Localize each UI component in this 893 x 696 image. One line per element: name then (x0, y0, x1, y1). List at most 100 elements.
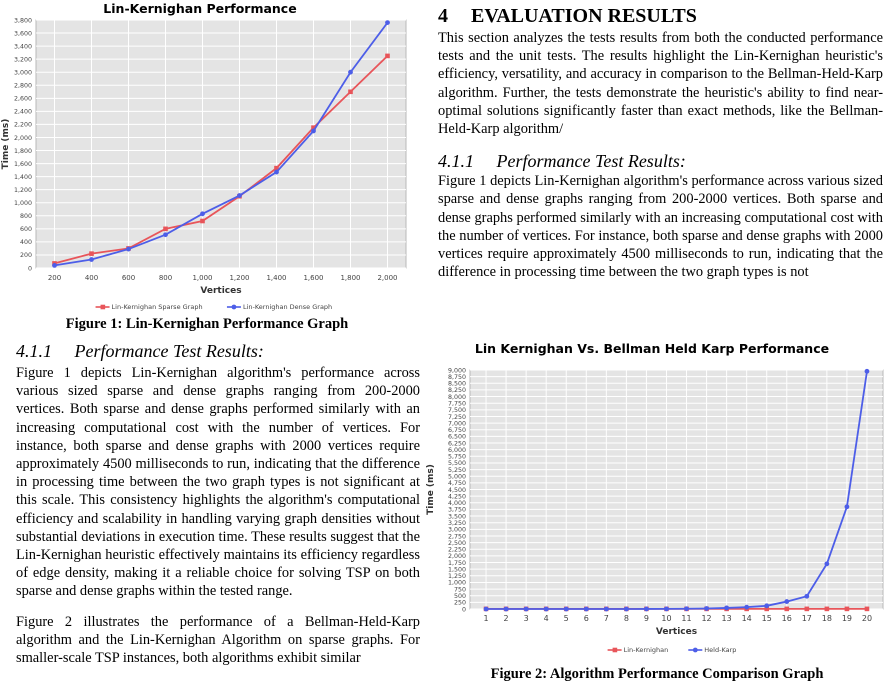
y-tick-label: 800 (20, 213, 32, 220)
data-point (200, 211, 205, 217)
y-tick-label: 7,250 (448, 414, 466, 421)
x-tick-label: 20 (862, 614, 872, 623)
y-tick-label: 5,000 (448, 474, 466, 481)
data-point (704, 606, 709, 611)
x-tick-label: 5 (564, 614, 569, 623)
legend-label: Lin-Kernighan Sparse Graph (112, 303, 203, 311)
y-tick-label: 2,250 (448, 547, 466, 554)
y-tick-label: 5,750 (448, 454, 466, 461)
paragraph-figure-2: Figure 2 illustrates the performance of … (16, 613, 420, 667)
performance-results-text: 4.1.1 Performance Test Results: Figure 1… (16, 340, 420, 696)
legend: Lin-Kernighan Held-Karp (607, 646, 736, 654)
section-number: 4 (438, 5, 448, 27)
y-tick-label: 600 (20, 226, 32, 233)
x-tick-label: 12 (701, 614, 711, 623)
data-point (274, 169, 279, 175)
figure-1-caption: Figure 1: Lin-Kernighan Performance Grap… (65, 316, 349, 332)
y-axis-label: Time (ms) (1, 119, 11, 170)
y-tick-label: 6,000 (448, 447, 466, 454)
x-tick-label: 14 (742, 614, 752, 623)
data-point (385, 53, 390, 59)
data-point (804, 593, 810, 599)
x-tick-label: 800 (159, 274, 172, 282)
y-tick-label: 6,250 (448, 440, 466, 447)
data-point (824, 561, 830, 567)
y-tick-label: 3,000 (14, 70, 32, 77)
figure-1-title: Lin-Kernighan Performance (103, 1, 297, 16)
figure-1: Lin-Kernighan Performance 0 200 400 600 800 1… (0, 0, 420, 336)
plot-area (35, 19, 407, 269)
y-tick-label: 1,000 (448, 580, 466, 587)
data-point (385, 20, 390, 26)
data-point (864, 606, 870, 612)
legend-label: Held-Karp (704, 646, 736, 654)
y-tick-label: 2,500 (448, 540, 466, 547)
x-tick-label: 1,400 (266, 274, 286, 282)
x-tick-label: 16 (782, 614, 792, 623)
data-point (311, 125, 316, 130)
data-point (583, 606, 589, 612)
data-point (89, 251, 94, 256)
x-tick-label: 4 (544, 614, 549, 623)
y-tick-label: 1,250 (448, 573, 466, 580)
data-point (163, 232, 168, 238)
section-intro: This section analyzes the tests results … (438, 30, 883, 138)
x-tick-label: 7 (604, 614, 609, 623)
y-tick-label: 6,500 (448, 434, 466, 441)
data-point (503, 606, 509, 612)
data-point (644, 606, 649, 612)
y-tick-label: 250 (454, 600, 466, 607)
paragraph-figure-1: Figure 1 depicts Lin-Kernighan algorithm… (16, 365, 420, 600)
data-point (523, 606, 529, 612)
subsection-heading: 4.1.1 Performance Test Results: (16, 340, 420, 362)
x-tick-label: 19 (842, 614, 852, 623)
y-tick-label: 3,800 (14, 17, 32, 24)
y-tick-label: 1,500 (448, 566, 466, 573)
data-point (52, 262, 57, 268)
x-tick-label: 15 (762, 614, 772, 623)
x-tick-label: 17 (802, 614, 812, 623)
y-tick-label: 3,200 (14, 56, 32, 63)
x-tick-label: 11 (681, 614, 691, 623)
y-tick-label: 3,600 (14, 30, 32, 37)
data-point (163, 226, 168, 232)
x-tick-label: 18 (822, 614, 832, 623)
y-tick-label: 8,750 (448, 374, 466, 381)
y-tick-label: 6,750 (448, 427, 466, 434)
subsection-heading: 4.1.1 Performance Test Results: (438, 150, 883, 172)
legend-marker (231, 304, 237, 310)
figure-1-chart: 0 200 400 600 800 1,000 1,200 1,400 1,600 1,800 2,… (1, 17, 407, 311)
subsection-number: 4.1.1 (16, 341, 52, 361)
y-tick-label: 4,000 (448, 500, 466, 507)
x-tick-label: 1,800 (340, 274, 360, 282)
legend-marker (100, 304, 106, 310)
y-tick-label: 5,250 (448, 467, 466, 474)
y-tick-label: 400 (20, 239, 32, 246)
y-tick-label: 4,250 (448, 493, 466, 500)
legend-marker (692, 647, 698, 653)
y-tick-label: 2,600 (14, 96, 32, 103)
data-point (603, 606, 609, 612)
y-tick-label: 7,000 (448, 420, 466, 427)
subsection-title: Performance Test Results: (74, 341, 264, 361)
figure-2-chart: 02505007501,0001,2501,5001,7502,0002,250… (426, 367, 884, 654)
data-point (563, 606, 569, 612)
y-tick-label: 3,250 (448, 520, 466, 527)
data-point (348, 69, 353, 75)
data-point (864, 368, 870, 374)
figure-2-caption: Figure 2: Algorithm Performance Comparis… (490, 666, 824, 682)
y-tick-label: 0 (462, 606, 466, 613)
data-point (804, 606, 810, 612)
data-point (844, 606, 850, 612)
x-axis-label: Vertices (200, 286, 241, 296)
x-tick-label: 2 (504, 614, 509, 623)
data-point (237, 193, 242, 198)
legend-marker (612, 647, 618, 653)
x-tick-label: 600 (122, 274, 135, 282)
evaluation-results-section: 4 EVALUATION RESULTS This section analyz… (438, 5, 883, 332)
series-line (486, 371, 868, 610)
data-point (126, 246, 131, 252)
subsection-paragraph: Figure 1 depicts Lin-Kernighan algorithm… (438, 173, 883, 281)
x-tick-label: 8 (624, 614, 629, 623)
subsection-number: 4.1.1 (438, 151, 474, 172)
